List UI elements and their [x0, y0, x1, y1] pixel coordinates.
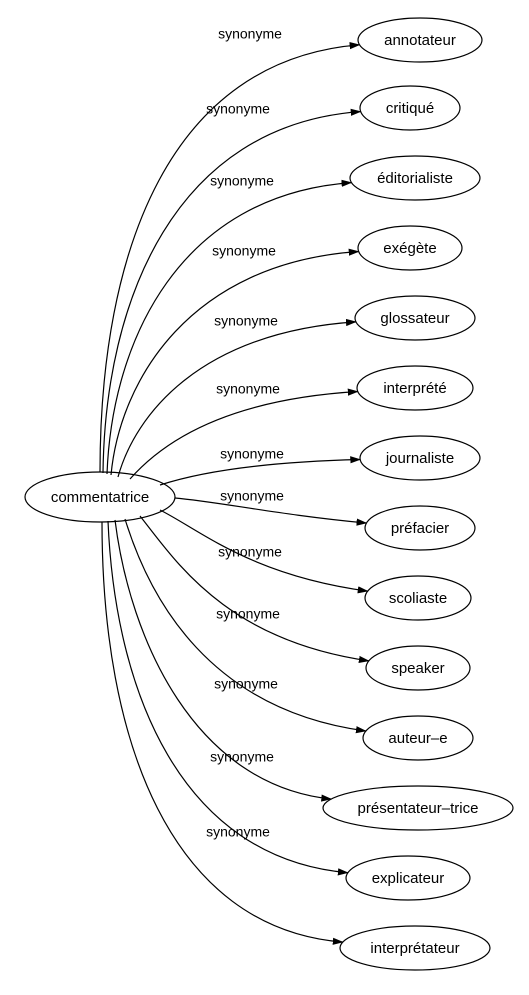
target-node: éditorialiste [350, 156, 480, 200]
edge-label: synonyme [216, 381, 280, 397]
target-node: explicateur [346, 856, 470, 900]
node-label: éditorialiste [377, 170, 453, 187]
target-node: glossateur [355, 296, 475, 340]
source-node: commentatrice [25, 472, 175, 522]
target-node: annotateur [358, 18, 482, 62]
target-node: interprété [357, 366, 473, 410]
node-label: exégète [383, 240, 436, 257]
node-label: critiqué [386, 100, 434, 117]
node-label: interprété [383, 380, 446, 397]
node-label: speaker [391, 660, 444, 677]
edge [103, 112, 361, 473]
node-label: auteur–e [388, 730, 447, 747]
node-label: annotateur [384, 32, 456, 49]
node-label: interprétateur [370, 940, 459, 957]
edge-label: synonyme [212, 243, 276, 259]
edge [130, 392, 358, 479]
edge-label: synonyme [218, 26, 282, 42]
node-label: présentateur–trice [358, 800, 479, 817]
edge-label: synonyme [220, 488, 284, 504]
edge-label: synonyme [214, 313, 278, 329]
edge-label: synonyme [214, 676, 278, 692]
edges-group: synonyme synonyme synonyme synonyme synonyme… [100, 26, 369, 942]
edge-label: synonyme [216, 606, 280, 622]
target-node: scoliaste [365, 576, 471, 620]
edge [108, 521, 348, 873]
edge-label: synonyme [220, 446, 284, 462]
edge [160, 459, 360, 485]
target-node: interprétateur [340, 926, 490, 970]
node-label: explicateur [372, 870, 445, 887]
node-label: scoliaste [389, 590, 447, 607]
edge [102, 522, 343, 942]
node-label: commentatrice [51, 489, 149, 506]
target-node: critiqué [360, 86, 460, 130]
target-node: préfacier [365, 506, 475, 550]
edge [111, 252, 359, 475]
edge [140, 516, 369, 661]
node-label: préfacier [391, 520, 449, 537]
synonym-graph: synonyme synonyme synonyme synonyme synonyme… [0, 0, 529, 995]
target-node: présentateur–trice [323, 786, 513, 830]
edge-label: synonyme [210, 749, 274, 765]
edge-label: synonyme [206, 101, 270, 117]
edge-label: synonyme [218, 544, 282, 560]
edge-label: synonyme [210, 173, 274, 189]
target-node: exégète [358, 226, 462, 270]
node-label: glossateur [380, 310, 449, 327]
edge-label: synonyme [206, 824, 270, 840]
node-label: journaliste [385, 450, 454, 467]
target-node: auteur–e [363, 716, 473, 760]
target-node: journaliste [360, 436, 480, 480]
target-node: speaker [366, 646, 470, 690]
